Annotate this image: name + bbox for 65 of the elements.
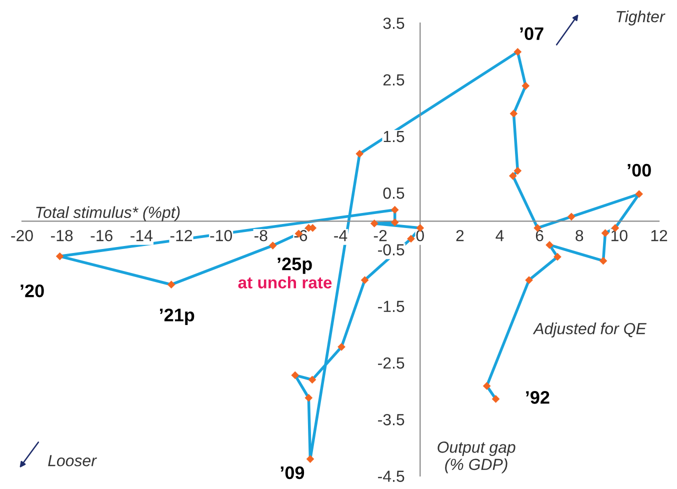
y-tick-label: 1.5 [384,131,404,142]
point [508,172,517,180]
annotation: Looser [48,455,97,466]
point [390,206,399,214]
point [601,229,610,238]
point [599,256,608,265]
point [338,342,346,351]
x-tick-label: -12 [170,230,192,242]
point [167,280,176,289]
point [510,110,518,118]
point [56,252,64,260]
x-axis-title: Total stimulus* (%pt) [36,206,180,222]
annotation: ’09 [280,466,304,480]
x-tick-label: -2 [374,230,387,242]
x-tick-label: 4 [496,230,504,242]
point [304,394,313,402]
point [482,382,491,390]
x-tick-label: 6 [536,230,544,242]
y-tick-label: 0.5 [383,188,404,199]
point [306,455,314,463]
x-tick-label: -20 [11,230,33,242]
point [370,220,378,228]
annotation: ’20 [20,284,44,298]
point [514,48,522,56]
point [390,218,399,226]
point [407,234,415,243]
annotation: Adjusted for QE [532,322,647,338]
x-tick-label: -8 [254,230,268,242]
point [514,166,522,175]
point [522,82,530,90]
annotation: at unch rate [238,276,332,288]
point [525,276,533,284]
y-tick-label: -0.5 [378,244,404,256]
annotation: Tighter [616,10,666,26]
annotation: ’21p [160,308,194,325]
y-axis-title: Output gap (% GDP) [438,442,516,474]
point [356,150,364,158]
y-tick-label: 3.5 [383,18,404,29]
point [268,242,277,250]
point [554,252,562,261]
y-tick-label: -4.5 [378,470,404,482]
x-tick-label: 12 [651,230,668,242]
annotation: ’92 [526,391,550,404]
annotation: ’25p [278,258,312,274]
annotation: ’00 [628,164,651,177]
x-tick-label: -18 [50,230,73,242]
point [360,276,369,284]
y-tick-label: -1.5 [378,300,404,312]
point [567,212,576,221]
x-tick-label: -14 [130,230,153,242]
x-tick-label: 2 [456,230,464,242]
x-tick-label: 8 [576,230,584,242]
x-tick-label: -4 [334,230,348,242]
x-tick-label: 10 [612,230,628,242]
point [291,371,300,380]
y-tick-label: -2.5 [378,357,404,369]
annotation: ’07 [520,27,544,40]
point [546,241,554,249]
y-tick-label: -3.5 [378,414,404,426]
point [492,395,500,403]
point [635,190,644,198]
x-tick-label: -10 [210,230,232,242]
y-tick-label: 2.5 [383,74,404,86]
point [308,376,316,384]
x-tick-label: -16 [90,230,112,242]
